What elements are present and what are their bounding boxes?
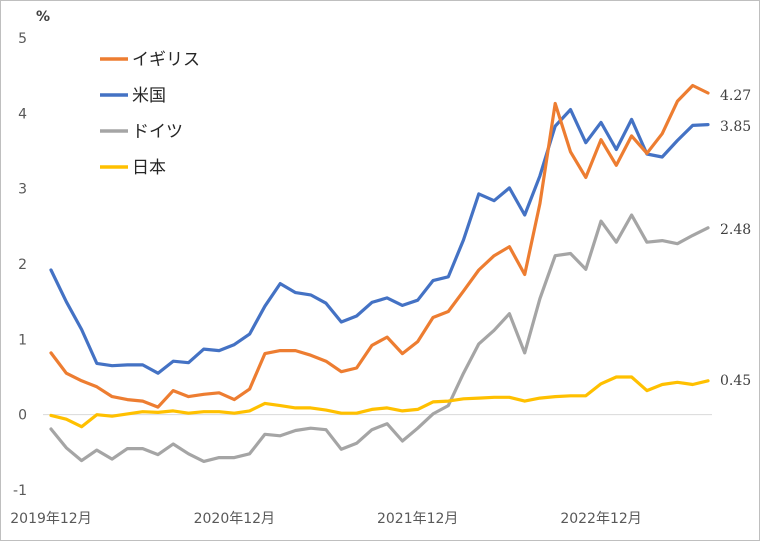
legend-label: 日本: [132, 158, 166, 178]
end-value-label: 2.48: [720, 222, 751, 238]
series-line-2: [49, 213, 710, 463]
end-labels: 4.27 3.85 2.48 0.45: [720, 88, 751, 389]
series-group: [49, 83, 710, 463]
y-axis: 5 4 3 2 1 0 -1: [13, 31, 27, 499]
legend-label: ドイツ: [132, 122, 183, 142]
y-tick-label: 1: [18, 332, 27, 348]
y-tick-label: 2: [18, 257, 27, 273]
end-value-label: 4.27: [720, 88, 751, 104]
y-tick-label: 0: [18, 408, 27, 424]
end-value-label: 0.45: [720, 373, 751, 389]
x-tick-label: 2020年12月: [194, 511, 275, 527]
y-tick-label: -1: [13, 483, 27, 499]
legend-label: イギリス: [132, 50, 200, 70]
legend-label: 米国: [132, 86, 166, 106]
series-line-1: [49, 107, 710, 375]
x-tick-label: 2021年12月: [377, 511, 458, 527]
y-tick-label: 4: [18, 106, 27, 122]
x-tick-label: 2019年12月: [10, 511, 91, 527]
unit-label: %: [36, 9, 50, 25]
end-value-label: 3.85: [720, 119, 751, 135]
series-line-0: [49, 83, 710, 409]
y-tick-label: 3: [18, 182, 27, 198]
x-tick-label: 2022年12月: [560, 511, 641, 527]
x-axis: 2019年12月 2020年12月 2021年12月 2022年12月: [10, 511, 641, 527]
y-tick-label: 5: [18, 31, 27, 47]
series-line-3: [49, 375, 710, 429]
